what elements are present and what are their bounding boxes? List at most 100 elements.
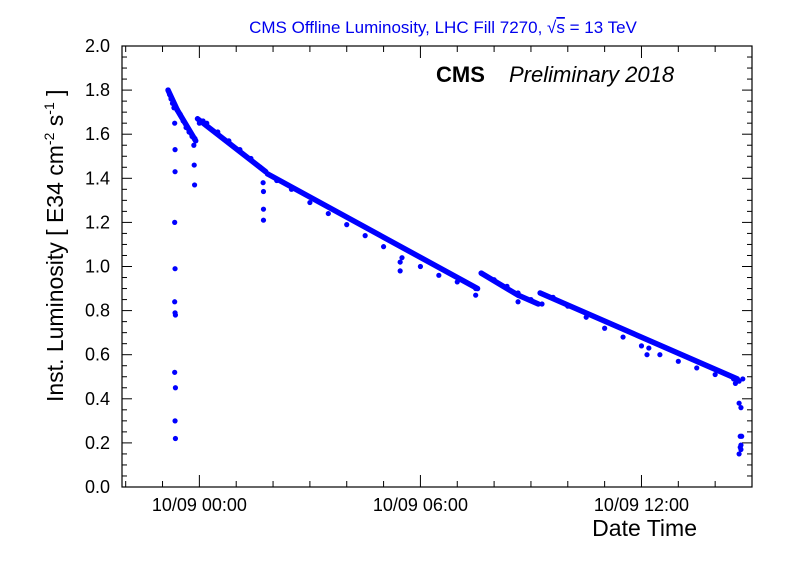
data-point [177, 111, 183, 117]
data-point [399, 255, 405, 261]
data-point [504, 283, 510, 289]
data-point [172, 147, 178, 153]
sqrt-symbol: √ [547, 18, 557, 37]
data-point [183, 124, 189, 131]
data-point [344, 222, 350, 228]
y-tick-label: 1.6 [85, 124, 110, 144]
data-point [172, 169, 178, 175]
data-point [260, 206, 267, 212]
data-point [417, 263, 424, 270]
data-point [172, 266, 178, 272]
data-point [515, 290, 521, 296]
data-point [638, 343, 645, 349]
data-point [712, 371, 718, 378]
data-point [583, 314, 589, 320]
y-tick-label: 1.0 [85, 257, 110, 277]
data-point [473, 292, 479, 298]
data-band [194, 116, 269, 175]
data-point [180, 118, 186, 124]
data-point [172, 418, 178, 424]
data-point [169, 100, 176, 106]
data-point [657, 352, 663, 358]
data-point [172, 435, 179, 442]
data-point [274, 177, 280, 184]
data-point [528, 296, 534, 303]
data-point [644, 352, 650, 358]
x-tick-label: 10/09 06:00 [373, 495, 468, 515]
y-tick-label: 0.6 [85, 345, 110, 365]
data-point [204, 120, 210, 126]
data-point [454, 279, 460, 285]
data-point [166, 91, 173, 98]
data-point [491, 277, 497, 283]
data-point [380, 244, 387, 250]
y-tick-label: 0.2 [85, 433, 110, 453]
y-tick-label: 0.4 [85, 389, 110, 409]
data-point [473, 285, 479, 292]
y-label-exp2: -1 [41, 102, 57, 115]
data-band [264, 171, 481, 292]
data-point [172, 120, 178, 126]
data-point [397, 259, 403, 265]
data-point [248, 155, 254, 162]
chart-title: CMS Offline Luminosity, LHC Fill 7270, √… [249, 18, 637, 37]
y-axis-ticks: 0.0 0.2 0.4 0.6 0.8 1.0 1.2 1.4 1.6 1.8 2.0 [85, 36, 752, 497]
data-point [362, 233, 368, 239]
data-point [226, 138, 232, 144]
data-point [646, 345, 652, 351]
chart-title-suffix: = 13 TeV [565, 18, 638, 37]
data-point [565, 303, 571, 309]
data-point [215, 129, 221, 135]
data-point [191, 142, 197, 148]
data-point [739, 433, 745, 439]
data-point [738, 446, 744, 453]
data-point [325, 210, 331, 217]
data-point [165, 87, 171, 93]
data-point [736, 451, 742, 457]
data-point [237, 147, 243, 153]
data-point [168, 96, 174, 102]
data-point [675, 358, 681, 364]
y-label-s: s [42, 115, 68, 133]
data-point [730, 376, 737, 382]
y-tick-label: 1.8 [85, 80, 110, 100]
data-point [694, 365, 700, 371]
data-point [191, 162, 197, 168]
data-point [257, 164, 263, 170]
data-point [191, 182, 198, 188]
data-point [539, 301, 545, 307]
y-tick-label: 2.0 [85, 36, 110, 56]
data-point [172, 312, 179, 318]
data-point [172, 385, 179, 391]
experiment-label: CMS [436, 62, 485, 87]
data-point [172, 369, 178, 375]
data-point [736, 400, 742, 406]
data-point [537, 290, 543, 296]
data-point [478, 270, 484, 276]
data-point [740, 376, 746, 382]
data-band [537, 290, 741, 382]
data-point [172, 219, 178, 225]
chart-title-prefix: CMS Offline Luminosity, LHC Fill 7270, [249, 18, 547, 37]
y-label-exp1: -2 [41, 132, 57, 145]
x-axis-label: Date Time [592, 515, 697, 541]
x-axis-ticks: 10/09 00:00 10/09 06:00 10/09 12:00 [125, 46, 753, 515]
y-label-close: ] [42, 89, 68, 102]
data-point [436, 272, 442, 278]
data-series [165, 87, 746, 457]
y-label-main: Inst. Luminosity [ E34 cm [42, 145, 68, 402]
data-point [192, 136, 198, 142]
data-band [478, 270, 521, 298]
y-tick-label: 1.4 [85, 168, 110, 188]
status-label: Preliminary 2018 [509, 62, 675, 87]
data-point [307, 199, 313, 206]
data-point [260, 188, 267, 195]
data-point [264, 171, 271, 177]
y-tick-label: 0.0 [85, 477, 110, 497]
data-point [550, 294, 556, 300]
data-point [515, 299, 521, 305]
data-point [174, 107, 180, 113]
data-point [260, 217, 267, 223]
data-point [288, 186, 295, 192]
